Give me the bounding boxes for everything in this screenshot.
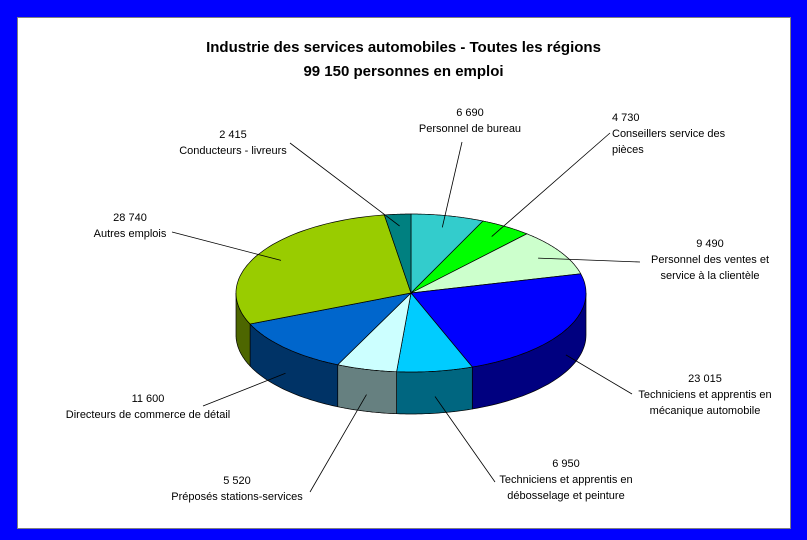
- category-label: Personnel des ventes et service à la cli…: [650, 254, 770, 282]
- data-label: 23 015 Techniciens et apprentis en mécani…: [625, 371, 785, 419]
- leader-line: [441, 141, 463, 228]
- value-label: 6 950: [552, 458, 580, 470]
- slice: [410, 213, 484, 294]
- data-label: 6 950 Techniciens et apprentis en débosse…: [486, 456, 646, 504]
- leader-line: [565, 354, 633, 395]
- category-label: Techniciens et apprentis en mécanique au…: [638, 389, 772, 417]
- leader-line: [491, 132, 611, 237]
- category-label: Conseillers service des pièces: [612, 128, 726, 156]
- value-label: 6 690: [456, 107, 484, 119]
- category-label: Personnel de bureau: [418, 123, 522, 135]
- chart-subtitle: 99 150 personnes en emploi: [303, 63, 504, 80]
- slice: [396, 292, 473, 373]
- category-label: Préposés stations-services: [171, 491, 303, 503]
- slice: [410, 273, 587, 368]
- data-label: 6 690 Personnel de bureau: [395, 105, 545, 137]
- data-label: 4 730 Conseillers service des pièces: [612, 110, 742, 158]
- leader-line: [202, 372, 286, 407]
- category-label: Conducteurs - livreurs: [179, 145, 287, 157]
- data-label: 2 415 Conducteurs - livreurs: [153, 127, 313, 159]
- value-label: 23 015: [688, 373, 722, 385]
- slice: [383, 213, 412, 294]
- data-label: 9 490 Personnel des ventes et service à l…: [635, 236, 785, 284]
- slice: [249, 292, 413, 366]
- leader-line: [434, 396, 496, 483]
- leader-line: [538, 257, 641, 263]
- leader-line: [289, 142, 400, 227]
- slice: [410, 233, 582, 294]
- value-label: 2 415: [219, 129, 247, 141]
- slice-side: [337, 364, 397, 415]
- data-label: 5 520 Préposés stations-services: [147, 473, 327, 505]
- leader-line: [171, 231, 282, 261]
- slice-side: [396, 366, 473, 415]
- value-label: 9 490: [696, 238, 724, 250]
- data-label: 11 600 Directeurs de commerce de détail: [63, 391, 233, 423]
- data-label: 28 740 Autres emplois: [70, 210, 190, 242]
- value-label: 5 520: [223, 475, 251, 487]
- chart-title: Industrie des services automobiles - Tou…: [206, 39, 601, 56]
- value-label: 11 600: [131, 393, 165, 405]
- slice: [336, 291, 412, 373]
- category-label: Techniciens et apprentis en débosselage …: [499, 474, 633, 502]
- slice: [410, 220, 528, 294]
- category-label: Directeurs de commerce de détail: [65, 409, 231, 421]
- category-label: Autres emplois: [93, 228, 167, 240]
- value-label: 28 740: [113, 212, 147, 224]
- leader-line: [309, 394, 367, 493]
- value-label: 4 730: [612, 112, 640, 124]
